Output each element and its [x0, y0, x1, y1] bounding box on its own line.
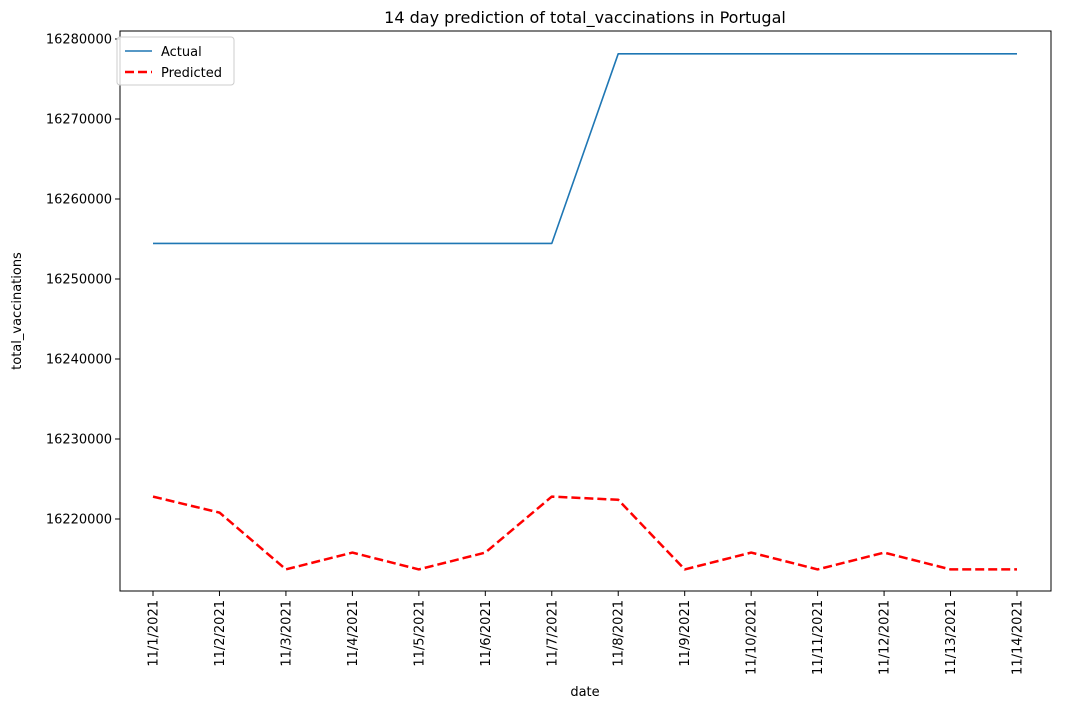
x-tick-label: 11/13/2021: [944, 600, 959, 675]
x-tick-label: 11/1/2021: [147, 600, 162, 667]
x-tick-label: 11/2/2021: [213, 600, 228, 667]
y-tick-label: 16250000: [46, 273, 112, 288]
legend: Actual Predicted: [116, 36, 235, 86]
y-tick-label: 16260000: [46, 193, 112, 208]
x-tick-label: 11/14/2021: [1011, 600, 1026, 675]
x-tick-label: 11/8/2021: [612, 600, 627, 667]
x-tick-label: 11/4/2021: [346, 600, 361, 667]
chart-title: 14 day prediction of total_vaccinations …: [384, 8, 786, 28]
y-tick-label: 16240000: [46, 353, 112, 368]
y-tick-label: 16230000: [46, 433, 112, 448]
y-axis-label: total_vaccinations: [10, 252, 25, 370]
x-tick-label: 11/9/2021: [678, 600, 693, 667]
x-tick-label: 11/7/2021: [545, 600, 560, 667]
plot-frame: [119, 30, 1052, 592]
series-layer: [152, 52, 1018, 571]
y-tick-label: 16270000: [46, 113, 112, 128]
y-axis: 16220000 16230000 16240000 16250000 16260000…: [46, 33, 120, 528]
y-tick-label: 16220000: [46, 513, 112, 528]
x-tick-label: 11/3/2021: [279, 600, 294, 667]
legend-label-predicted: Predicted: [161, 66, 222, 81]
x-tick-label: 11/10/2021: [745, 600, 760, 675]
x-tick-label: 11/12/2021: [878, 600, 893, 675]
legend-label-actual: Actual: [161, 45, 202, 60]
x-axis: 11/1/2021 11/2/2021 11/3/2021 11/4/2021 11/5…: [147, 591, 1026, 675]
y-tick-label: 16280000: [46, 33, 112, 48]
series-line-predicted: [152, 495, 1017, 571]
series-line-actual: [153, 52, 1017, 245]
x-tick-label: 11/5/2021: [412, 600, 427, 667]
x-tick-label: 11/6/2021: [479, 600, 494, 667]
x-axis-label: date: [570, 685, 599, 700]
x-tick-label: 11/11/2021: [811, 600, 826, 675]
